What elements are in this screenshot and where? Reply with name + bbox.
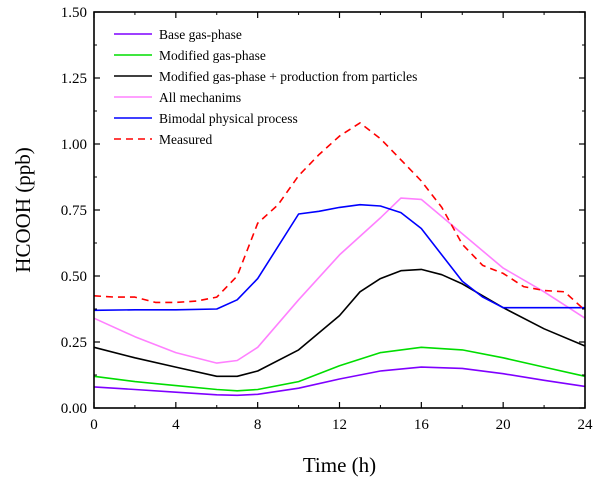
legend-label-2: Modified gas-phase: [159, 48, 266, 63]
legend-label-6: Measured: [159, 132, 212, 147]
series-line-5: [93, 203, 585, 312]
legend-label-3: Modified gas-phase + production from par…: [159, 69, 417, 84]
x-tick-label: 12: [332, 417, 347, 433]
y-tick-label: 0.75: [61, 203, 87, 219]
y-tick-label: 1.00: [61, 137, 87, 153]
x-tick-label: 4: [172, 417, 180, 433]
series-line-6: [93, 122, 586, 311]
series-line-1: [93, 366, 586, 397]
y-tick-label: 0.00: [61, 401, 87, 417]
legend-label-5: Bimodal physical process: [159, 111, 298, 126]
series-line-4: [93, 197, 586, 364]
x-tick-label: 8: [254, 417, 262, 433]
x-tick-label: 0: [90, 417, 98, 433]
x-axis-title: Time (h): [303, 453, 376, 477]
legend-label-4: All mechanims: [159, 90, 241, 105]
legend-label-1: Base gas-phase: [159, 27, 242, 42]
x-tick-label: 20: [496, 417, 511, 433]
x-tick-label: 24: [578, 417, 594, 433]
legend: Base gas-phase Modified gas-phase Modified…: [114, 27, 417, 147]
y-tick-label: 0.50: [61, 269, 87, 285]
y-tick-label: 0.25: [61, 335, 87, 351]
series-line-2: [93, 346, 586, 392]
x-tick-label: 16: [414, 417, 430, 433]
y-tick-label: 1.50: [61, 5, 87, 21]
y-axis-title: HCOOH (ppb): [11, 147, 35, 272]
axes-layer: 0 4 8 12 16 20 24 0.00 0.25 0.50 0.75 1.00 1.25 1.50: [61, 5, 593, 433]
y-tick-label: 1.25: [61, 71, 87, 87]
series-layer: [93, 122, 586, 397]
